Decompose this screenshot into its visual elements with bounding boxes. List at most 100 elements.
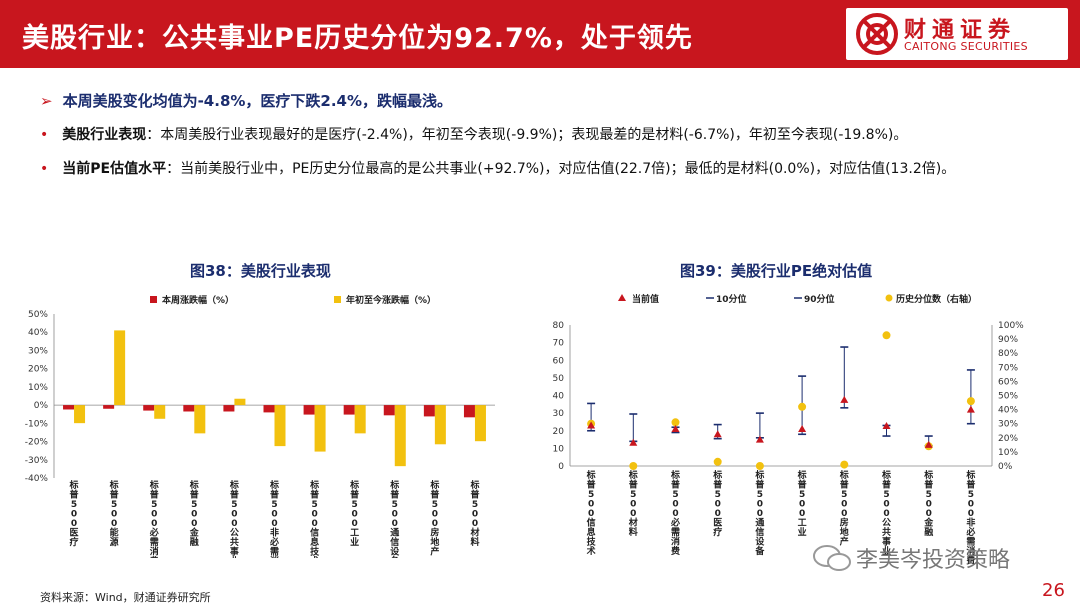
page-title: 美股行业：公共事业PE历史分位为92.7%，处于领先 [22,23,693,54]
bar [263,405,275,413]
y-tick-label: 20% [28,365,48,375]
y-tick-label: 0 [558,462,564,472]
watermark-text: 李美岑投资策略 [856,548,1011,573]
x-tick-label: 标普 5 0 0 房地产 [839,469,849,548]
bar [394,405,406,467]
legend-label: 当前值 [632,293,659,305]
current-value-point [587,421,596,429]
bar [143,405,155,411]
x-tick-label: 标普 5 0 0 材料 [469,479,479,548]
page-number: 26 [1042,580,1065,601]
y-tick-label: 60 [553,356,565,366]
x-tick-label: 标普 5 0 0 金融 [189,479,200,548]
percentile-point [966,397,975,406]
legend-label: 年初至今涨跌幅（%） [346,294,436,306]
percentile-point [798,402,807,411]
y2-tick-label: 70% [998,363,1018,373]
bar [183,405,195,412]
wechat-icon [813,545,851,571]
current-value-point [840,395,849,403]
y-tick-label: 40% [28,328,48,338]
y2-tick-label: 30% [998,420,1018,430]
percentile-point [882,331,891,340]
y-tick-label: 70 [553,339,565,349]
bar [474,405,486,442]
current-value-point [966,405,975,413]
x-tick-label: 标普 5 0 0 医疗 [712,469,722,538]
percentile-point [755,462,764,470]
y-tick-label: 40 [553,392,565,402]
y-tick-label: 30 [553,409,565,419]
current-value-point [629,438,638,446]
x-tick-label: 标普 5 0 0 医疗 [69,479,79,548]
bar [463,405,475,418]
y-tick-label: -40% [25,474,49,484]
bar [434,405,446,445]
x-tick-label: 标普 5 0 0 金融 [923,469,934,538]
bullet-lead: 当前PE估值水平 [62,161,167,177]
y-tick-label: -10% [25,419,49,429]
y-tick-label: 80 [553,321,565,331]
y2-tick-label: 90% [998,335,1018,345]
summary-headline: ➢ 本周美股变化均值为-4.8%，医疗下跌2.4%，跌幅最浅。 [40,90,452,111]
bar [234,398,246,406]
y-tick-label: 10% [28,383,48,393]
percentile-point [840,460,849,469]
y-tick-label: 50 [553,374,565,384]
arrow-bullet-icon: ➢ [40,92,53,110]
bar [314,405,326,452]
y2-tick-label: 20% [998,434,1018,444]
current-value-point [882,421,891,429]
bar [383,405,395,416]
chart38-title: 图38：美股行业表现 [190,262,331,280]
legend-swatch [885,294,893,302]
y2-tick-label: 0% [998,462,1013,472]
percentile-point [713,457,722,466]
bullet-text: ：当前美股行业中，PE历史分位最高的是公共事业(+92.7%)，对应估值(22.… [166,161,956,177]
legend-label: 10分位 [716,293,747,305]
bar [103,405,115,409]
y2-tick-label: 100% [998,321,1024,331]
legend-swatch [150,296,157,303]
bar [74,405,86,424]
y-tick-label: 0% [34,401,49,411]
bar [423,405,435,417]
current-value-point [755,435,764,443]
logo-icon [856,13,898,55]
bar [343,405,355,415]
chart39-title: 图39：美股行业PE绝对估值 [680,262,873,280]
y-tick-label: 20 [553,427,565,437]
bar [194,405,206,434]
percentile-point [671,418,680,427]
y2-tick-label: 50% [998,392,1018,402]
bar [274,405,286,447]
legend-label: 历史分位数（右轴） [896,293,977,305]
x-tick-label: 标普 5 0 0 材料 [628,469,638,538]
y2-tick-label: 80% [998,349,1018,359]
bar [63,405,75,410]
bullet-text: ：本周美股行业表现最好的是医疗(-2.4%)，年初至今表现(-9.9%)；表现最… [146,127,908,143]
y2-tick-label: 40% [998,406,1018,416]
x-tick-label: 标普 5 0 0 工业 [797,469,807,538]
percentile-point [629,462,638,470]
x-tick-label: 标普 5 0 0 房地产 [429,479,439,558]
summary-main-text: 本周美股变化均值为-4.8%，医疗下跌2.4%，跌幅最浅。 [62,92,453,110]
legend-swatch [618,294,626,301]
legend-label: 本周涨跌幅（%） [162,294,234,306]
bar [114,330,126,406]
y-tick-label: -20% [25,438,49,448]
current-value-point [798,424,807,432]
legend-label: 90分位 [804,293,835,305]
chart39-svg: 当前值 10分位 90分位 历史分位数（右轴） 0 10 20 30 40 50 60 70 80 0% 1… [553,293,1025,567]
y-tick-label: 10 [553,444,565,454]
logo-text-cn: 财通证券 [904,18,1017,43]
bar [223,405,235,412]
logo-text-en: CAITONG SECURITIES [904,40,1028,53]
bar [303,405,315,415]
current-value-point [713,430,722,438]
